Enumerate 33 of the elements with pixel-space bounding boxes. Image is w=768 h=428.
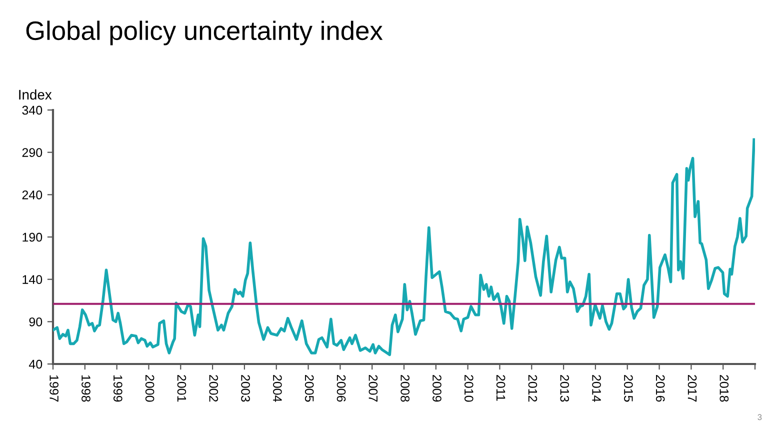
x-tick-label: 2008: [400, 375, 410, 402]
x-tick-label: 2006: [336, 375, 346, 402]
x-tick-label: 2000: [145, 375, 154, 402]
x-tick-label: 2016: [656, 375, 665, 402]
x-tick-label: 1998: [82, 375, 90, 402]
x-tick-label: 2002: [209, 375, 218, 402]
x-tick-label: 1997: [50, 375, 58, 402]
y-tick-label: 190: [22, 232, 42, 242]
x-tick-label: 2007: [368, 375, 378, 402]
x-tick-label: 2001: [177, 375, 186, 402]
x-tick-label: 2005: [304, 375, 314, 402]
x-tick-label: 2004: [273, 375, 282, 402]
y-tick-label: 90: [29, 317, 42, 326]
y-tick-label: 40: [28, 360, 42, 369]
x-tick-label: 2017: [688, 375, 697, 402]
x-tick-label: 2014: [592, 375, 601, 402]
x-tick-label: 2012: [528, 375, 538, 402]
line-series: [53, 138, 755, 356]
x-tick-label: 2013: [560, 375, 570, 402]
y-axis-title: Index: [19, 89, 52, 100]
y-tick-label: 340: [22, 106, 42, 115]
y-tick-label: 290: [22, 148, 42, 157]
y-tick-label: 140: [22, 275, 42, 284]
x-tick-label: 2018: [720, 375, 729, 402]
x-tick-label: 2015: [624, 375, 633, 402]
x-tick-label: 2003: [241, 375, 250, 402]
x-tick-label: 2009: [432, 375, 442, 402]
y-tick-label: 240: [22, 190, 42, 200]
x-tick-label: 2010: [464, 375, 474, 402]
x-tick-label: 2011: [496, 375, 506, 401]
chart-title: Global policy uncertainty index: [26, 20, 383, 46]
x-tick-label: 1999: [113, 375, 122, 402]
text: 3: [758, 414, 762, 420]
